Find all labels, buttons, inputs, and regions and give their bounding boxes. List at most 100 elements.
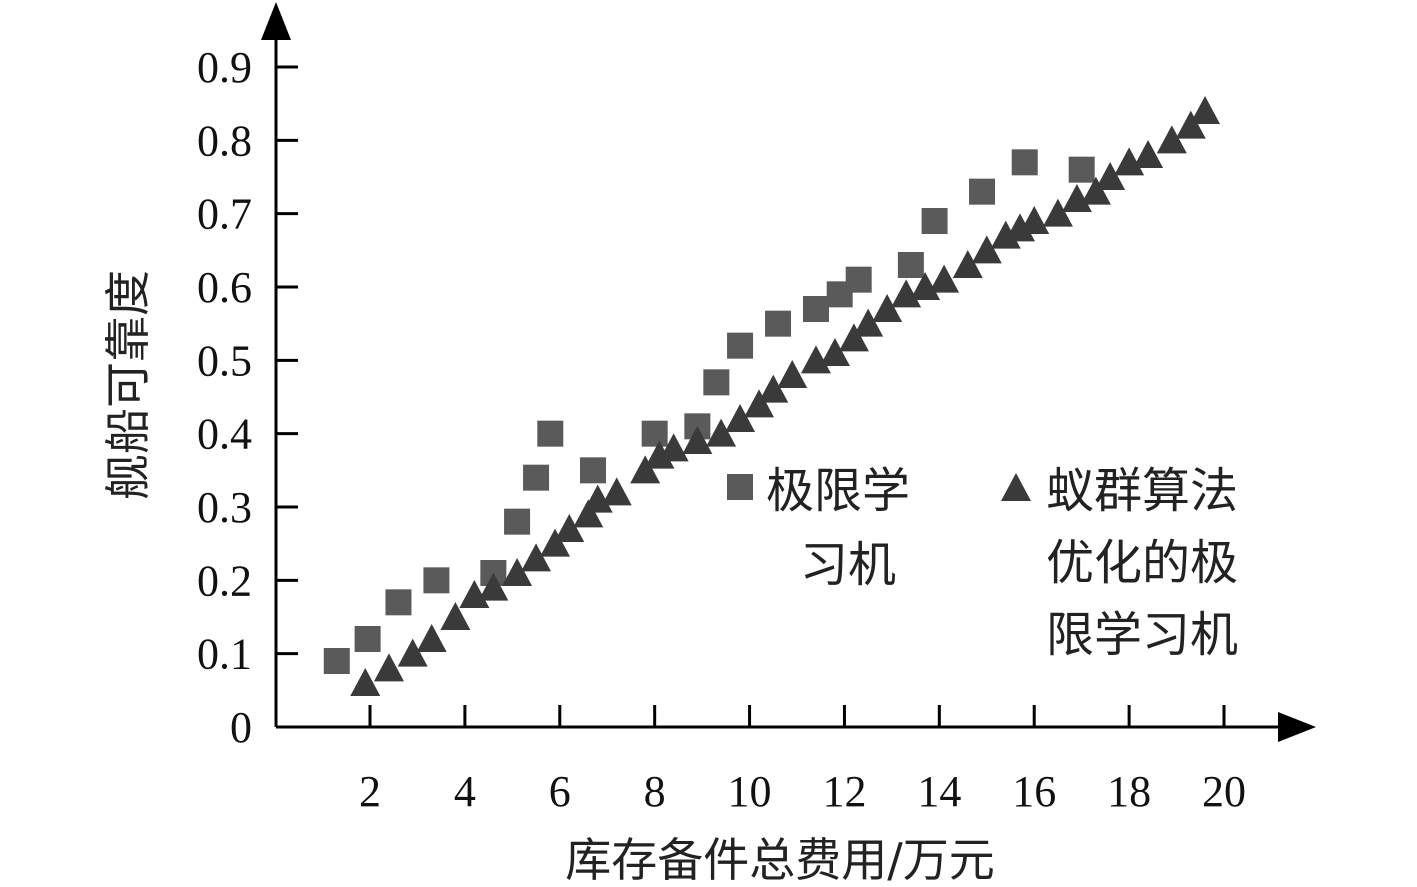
square-point [385,589,412,616]
square-point [897,252,924,278]
triangle-point [819,338,850,366]
triangle-point [891,279,922,308]
square-point [765,310,792,337]
square-point [921,208,948,234]
triangle-point [502,558,533,586]
x-tick-label: 12 [822,767,866,816]
square-point [504,508,531,535]
triangle-point [1004,213,1035,242]
triangle-point [1095,162,1126,190]
triangle-point [1114,147,1145,176]
y-tick-label: 0.7 [197,190,252,239]
square-point [537,420,564,447]
y-tick-label: 0 [230,703,252,752]
triangle-point [658,433,689,462]
triangle-point [1061,184,1092,212]
square-point [323,648,350,674]
x-tick-label: 16 [1012,767,1056,816]
triangle-point [397,638,428,667]
x-tick-label: 18 [1107,767,1151,816]
square-point [969,178,996,205]
triangle-point [350,668,381,696]
y-tick-label: 0.1 [197,630,252,679]
triangle-point [1156,125,1187,154]
triangle-point [853,308,884,337]
legend-label-line: 优化的极 [1046,535,1238,591]
square-point [641,420,668,447]
square-point [523,464,550,491]
triangle-point [630,455,661,484]
x-tick-label: 14 [917,767,961,816]
y-tick-label: 0.9 [197,43,252,92]
square-point [1068,156,1095,183]
triangle-point [1190,96,1221,124]
triangle-point [971,235,1002,264]
square-point [579,457,606,484]
triangle-point [1080,176,1111,205]
x-axis-title: 库存备件总费用/万元 [565,833,995,887]
legend-label-line: 蚁群算法 [1046,463,1238,519]
y-axis-arrow [261,2,291,40]
y-axis-title: 舰船可靠度 [101,270,155,500]
triangle-point [521,543,552,572]
square-point [845,266,872,293]
triangle-point [373,653,404,682]
triangle-point [459,580,490,608]
triangle-point [416,624,447,652]
triangle-point [952,250,983,278]
triangle-point [800,345,831,374]
triangle-point [872,294,903,322]
series-2 [350,96,1221,696]
triangle-point [725,404,756,432]
axes [261,2,1316,742]
triangle-point [644,440,675,469]
triangle-point [582,484,613,513]
triangle-point [554,514,585,542]
legend-label-line: 限学习机 [1046,607,1238,663]
square-point [354,626,381,652]
series-1 [323,149,1095,674]
triangle-point [838,323,869,352]
triangle-point [706,418,737,447]
y-ticks: 0 0.1 0.2 0.3 0.4 0.5 0.6 0.7 0.8 0.9 [197,43,298,752]
y-tick-label: 0.6 [197,263,252,312]
triangle-point [540,528,571,557]
triangle-point [758,374,789,403]
legend-label-line: 习机 [800,537,896,593]
triangle-point [478,572,509,601]
y-tick-label: 0.2 [197,556,252,605]
series-layer [323,96,1221,696]
square-point [802,296,829,322]
triangle-point [1042,198,1073,227]
triangle-point [910,272,941,300]
triangle-point [601,477,632,506]
y-tick-label: 0.3 [197,483,252,532]
square-point [727,332,754,359]
triangle-point [777,360,808,388]
legend-label-line: 极限学 [766,463,910,519]
triangle-point [1019,206,1050,234]
y-tick-label: 0.5 [197,336,252,385]
x-tick-label: 20 [1202,767,1246,816]
x-tick-label: 8 [644,767,666,816]
square-point [703,369,730,396]
x-tick-label: 2 [359,767,381,816]
triangle-point [744,389,775,418]
legend-square-icon [727,474,753,500]
x-axis-arrow [1278,712,1316,742]
triangle-point [682,426,713,454]
y-tick-label: 0.4 [197,410,252,459]
square-point [1011,149,1038,176]
x-tick-label: 6 [549,767,571,816]
triangle-point [929,264,960,293]
triangle-point [1133,140,1164,168]
x-tick-label: 4 [454,767,476,816]
x-ticks: 2 4 6 8 10 12 14 16 18 20 [359,705,1246,816]
square-point [423,567,450,594]
triangle-point [440,602,471,630]
triangle-point [573,499,604,528]
triangle-point [1175,110,1206,139]
y-tick-label: 0.8 [197,116,252,165]
